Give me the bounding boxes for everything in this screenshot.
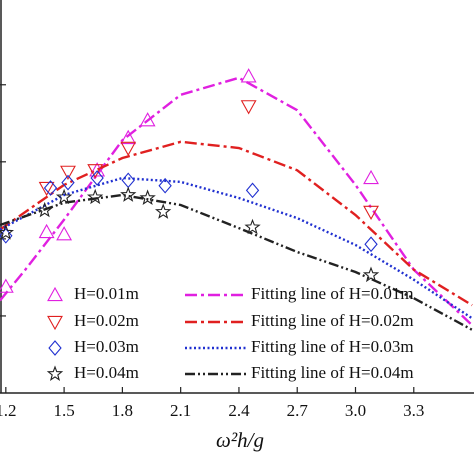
point [158,177,172,194]
legend-marker [48,340,62,356]
point [364,236,378,253]
point [154,203,172,219]
x-tick-label: 2.7 [287,401,309,420]
point [0,227,13,244]
point [363,205,379,221]
point [86,188,104,205]
point [240,100,257,115]
point [120,141,137,157]
point [90,170,104,186]
legend-label: Fitting line of H=0.02m [251,311,414,330]
legend-label: Fitting line of H=0.01m [251,284,414,303]
point [43,180,58,196]
legend-label: Fitting line of H=0.03m [251,337,414,356]
point [87,164,104,179]
legend-label: H=0.01m [74,284,139,303]
point [60,165,76,180]
point [139,112,156,127]
legend-label: H=0.02m [74,311,139,330]
legend-marker [47,315,63,331]
point [244,218,261,235]
point [121,172,135,189]
point [363,169,379,185]
point [56,226,73,241]
point [0,224,14,240]
fit-line [0,193,473,331]
legend-marker [47,286,63,302]
point [89,162,106,177]
x-tick-label: 3.0 [345,401,366,420]
x-tick-label: 2.4 [228,401,250,420]
point [38,223,55,239]
x-tick-label: 1.5 [53,401,74,420]
point [38,181,55,197]
legend-label: H=0.03m [74,337,139,356]
point [240,68,257,83]
x-tick-label: 1.8 [112,401,133,420]
x-axis-label: ω²h/g [216,428,264,452]
point [55,188,73,205]
point [245,182,260,199]
fit-line [0,76,473,327]
point [362,266,380,283]
point [120,186,137,202]
legend-label: Fitting line of H=0.04m [251,363,414,382]
legend-label: H=0.04m [74,363,139,382]
point [0,278,14,293]
x-tick-label: 1.2 [0,401,16,420]
point [120,129,137,145]
fit-line [0,140,473,307]
point [36,201,53,218]
point [61,174,75,191]
fit-line [0,176,473,320]
x-tick-label: 3.3 [403,401,424,420]
point [139,189,156,205]
legend-marker [46,365,64,381]
x-tick-label: 2.1 [170,401,191,420]
